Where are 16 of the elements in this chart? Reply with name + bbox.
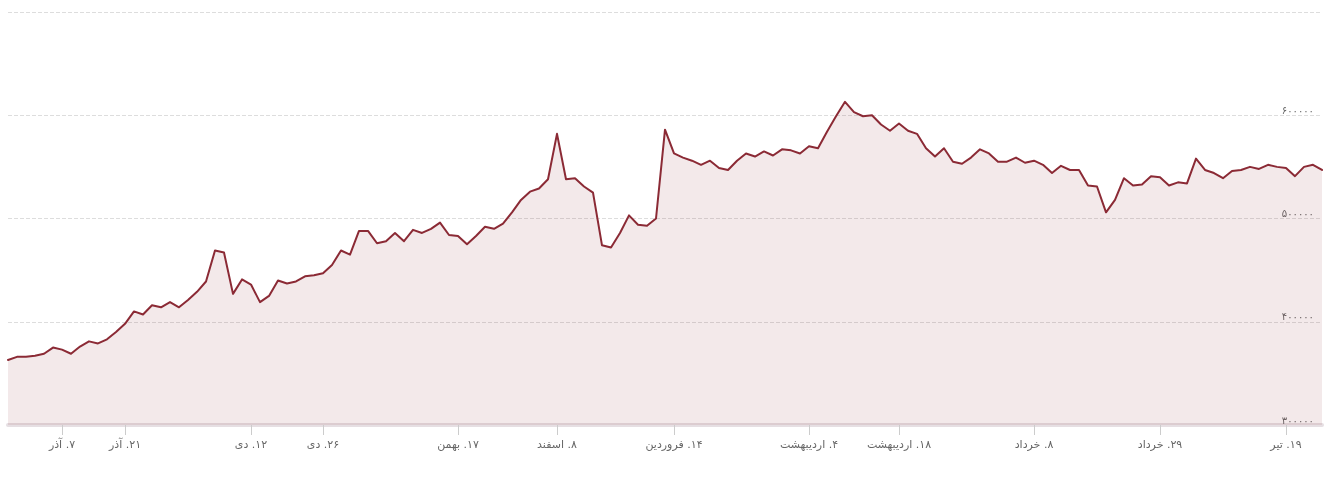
x-tick-label: ۱۷. بهمن xyxy=(437,438,479,451)
x-tick-label: ۱۸. اردیبهشت xyxy=(866,438,932,451)
y-tick-label: ۴۰۰۰۰۰ xyxy=(1281,311,1314,323)
x-tick-label: ۷. آذر xyxy=(47,437,76,451)
y-tick-label: ۵۰۰۰۰۰ xyxy=(1281,208,1314,219)
x-tick-label: ۲۱. آذر xyxy=(107,437,142,451)
x-tick-label: ۲۶. دی xyxy=(306,438,340,451)
x-tick-label: ۴. اردیبهشت xyxy=(779,438,839,451)
x-tick-label: ۱۲. دی xyxy=(234,438,268,451)
x-tick-label: ۱۴. فروردین xyxy=(645,438,703,451)
x-tick-label: ۱۹. تیر xyxy=(1269,438,1302,451)
x-tick-label: ۸. اسفند xyxy=(537,438,578,451)
y-tick-label: ۶۰۰۰۰۰ xyxy=(1281,104,1314,116)
y-tick-label: ۳۰۰۰۰۰ xyxy=(1281,414,1314,426)
x-tick-label: ۸. خرداد xyxy=(1014,438,1054,451)
x-tick-label: ۲۹. خرداد xyxy=(1137,438,1183,451)
